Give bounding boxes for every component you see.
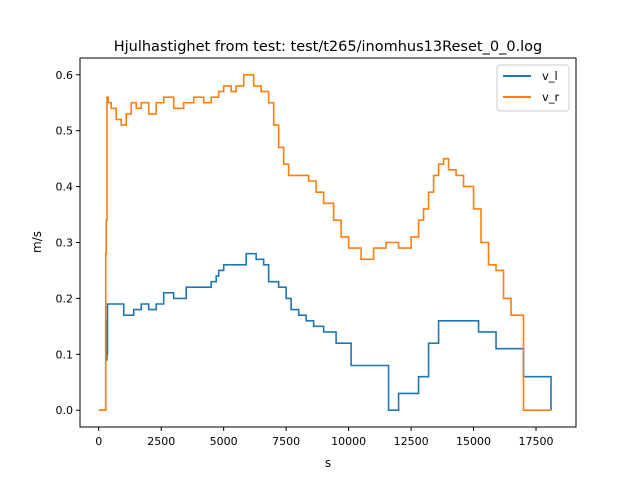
x-tick-label: 7500 (272, 435, 300, 448)
x-tick-label: 5000 (210, 435, 238, 448)
x-tick-label: 10000 (331, 435, 366, 448)
y-tick-label: 0.2 (56, 292, 74, 305)
y-axis-label: m/s (30, 231, 44, 253)
x-tick-label: 0 (95, 435, 102, 448)
x-tick-label: 15000 (456, 435, 491, 448)
y-axis: 0.0 0.1 0.2 0.3 0.4 0.5 0.6 (56, 69, 80, 417)
x-tick-label: 12500 (394, 435, 429, 448)
y-tick-label: 0.3 (56, 237, 74, 250)
series-layer (98, 73, 552, 412)
series-line-v-l (98, 252, 552, 412)
plot-area (79, 57, 577, 428)
legend-frame (496, 64, 570, 112)
y-tick-label: 0.4 (56, 181, 74, 194)
y-tick-label: 0.1 (56, 348, 74, 361)
legend-label-v-l: v_l (542, 69, 558, 83)
x-axis: 0 2500 5000 7500 10000 12500 15000 17500 (95, 427, 554, 448)
y-tick-label: 0.5 (56, 125, 74, 138)
legend-label-v-r: v_r (542, 90, 560, 104)
y-tick-label: 0.0 (56, 404, 74, 417)
chart-title: Hjulhastighet from test: test/t265/inomh… (114, 39, 543, 55)
y-tick-label: 0.6 (56, 69, 74, 82)
x-tick-label: 2500 (147, 435, 175, 448)
legend: v_l v_r (496, 64, 570, 112)
x-tick-label: 17500 (519, 435, 554, 448)
plot-background (80, 58, 576, 427)
series-line-v-r (98, 73, 552, 412)
x-axis-label: s (325, 456, 331, 470)
